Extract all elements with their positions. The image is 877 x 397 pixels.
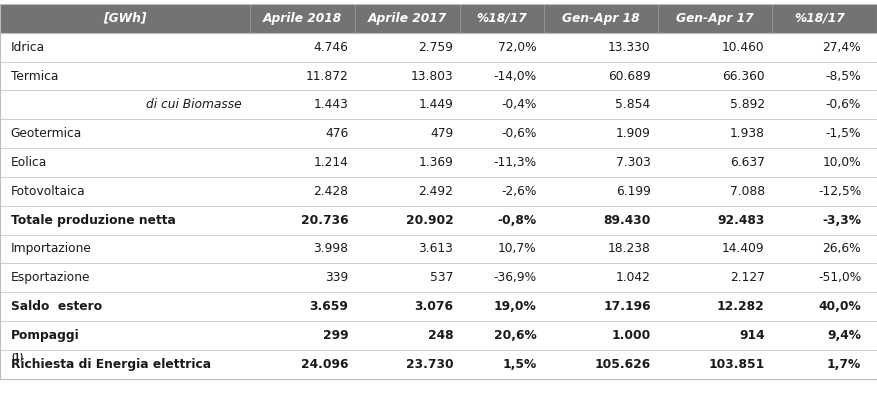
Text: 10,0%: 10,0% (823, 156, 861, 169)
Text: 60.689: 60.689 (608, 69, 651, 83)
Text: 11.872: 11.872 (305, 69, 348, 83)
Text: 6.199: 6.199 (616, 185, 651, 198)
Text: -1,5%: -1,5% (826, 127, 861, 140)
Text: -0,6%: -0,6% (502, 127, 537, 140)
Text: Richiesta di Energia elettrica: Richiesta di Energia elettrica (11, 358, 210, 371)
Text: Gen-Apr 18: Gen-Apr 18 (562, 12, 639, 25)
Text: Saldo  estero: Saldo estero (11, 300, 102, 313)
Text: 248: 248 (428, 329, 453, 342)
Text: 914: 914 (739, 329, 765, 342)
Text: 5.892: 5.892 (730, 98, 765, 111)
Text: %18/17: %18/17 (477, 12, 527, 25)
Text: 1.909: 1.909 (616, 127, 651, 140)
Text: 20.902: 20.902 (406, 214, 453, 227)
Text: 2.492: 2.492 (418, 185, 453, 198)
Text: 1.449: 1.449 (418, 98, 453, 111)
Text: 299: 299 (323, 329, 348, 342)
Text: 10,7%: 10,7% (498, 243, 537, 255)
Text: 13.330: 13.330 (608, 41, 651, 54)
Text: 1.042: 1.042 (616, 271, 651, 284)
Text: -2,6%: -2,6% (502, 185, 537, 198)
Text: 3.613: 3.613 (418, 243, 453, 255)
Text: di cui Biomasse: di cui Biomasse (146, 98, 241, 111)
Text: 5.854: 5.854 (616, 98, 651, 111)
Text: 72,0%: 72,0% (498, 41, 537, 54)
Text: -14,0%: -14,0% (494, 69, 537, 83)
Text: 3.076: 3.076 (415, 300, 453, 313)
Text: Geotermica: Geotermica (11, 127, 82, 140)
Text: 1,5%: 1,5% (503, 358, 537, 371)
Text: -3,3%: -3,3% (823, 214, 861, 227)
Bar (0, 4, 877, 33)
Text: 89.430: 89.430 (603, 214, 651, 227)
Text: Totale produzione netta: Totale produzione netta (11, 214, 175, 227)
Text: 9,4%: 9,4% (827, 329, 861, 342)
Text: 23.730: 23.730 (406, 358, 453, 371)
Text: 27,4%: 27,4% (823, 41, 861, 54)
Text: Termica: Termica (11, 69, 58, 83)
Text: Gen-Apr 17: Gen-Apr 17 (676, 12, 753, 25)
Text: Aprile 2017: Aprile 2017 (368, 12, 447, 25)
Text: 1.938: 1.938 (730, 127, 765, 140)
Text: Fotovoltaica: Fotovoltaica (11, 185, 85, 198)
Text: -11,3%: -11,3% (494, 156, 537, 169)
Text: 7.303: 7.303 (616, 156, 651, 169)
Text: 339: 339 (324, 271, 348, 284)
Text: 1.000: 1.000 (611, 329, 651, 342)
Text: 4.746: 4.746 (313, 41, 348, 54)
Text: 1.214: 1.214 (313, 156, 348, 169)
Text: -12,5%: -12,5% (818, 185, 861, 198)
Text: 24.096: 24.096 (301, 358, 348, 371)
Text: 2.428: 2.428 (313, 185, 348, 198)
Text: -36,9%: -36,9% (494, 271, 537, 284)
Text: Pompaggi: Pompaggi (11, 329, 79, 342)
Text: 1,7%: 1,7% (827, 358, 861, 371)
Text: %18/17: %18/17 (795, 12, 845, 25)
Text: 476: 476 (324, 127, 348, 140)
Text: 13.803: 13.803 (410, 69, 453, 83)
Text: Importazione: Importazione (11, 243, 91, 255)
Text: 20,6%: 20,6% (494, 329, 537, 342)
Text: 105.626: 105.626 (595, 358, 651, 371)
Text: 2.759: 2.759 (418, 41, 453, 54)
Text: 18.238: 18.238 (608, 243, 651, 255)
Text: Aprile 2018: Aprile 2018 (263, 12, 342, 25)
Text: 19,0%: 19,0% (494, 300, 537, 313)
Text: 12.282: 12.282 (717, 300, 765, 313)
Text: -0,6%: -0,6% (826, 98, 861, 111)
Text: 14.409: 14.409 (722, 243, 765, 255)
Text: 3.659: 3.659 (310, 300, 348, 313)
Text: 1.369: 1.369 (418, 156, 453, 169)
Text: 66.360: 66.360 (722, 69, 765, 83)
Text: -0,8%: -0,8% (497, 214, 537, 227)
Text: 40,0%: 40,0% (818, 300, 861, 313)
Text: -51,0%: -51,0% (818, 271, 861, 284)
Text: 103.851: 103.851 (709, 358, 765, 371)
Text: 3.998: 3.998 (313, 243, 348, 255)
Text: 17.196: 17.196 (603, 300, 651, 313)
Text: (1): (1) (11, 353, 24, 362)
Text: 6.637: 6.637 (730, 156, 765, 169)
Text: 1.443: 1.443 (313, 98, 348, 111)
Text: Idrica: Idrica (11, 41, 45, 54)
Text: Esportazione: Esportazione (11, 271, 90, 284)
Text: 479: 479 (430, 127, 453, 140)
Text: 20.736: 20.736 (301, 214, 348, 227)
Text: 26,6%: 26,6% (823, 243, 861, 255)
Text: 537: 537 (430, 271, 453, 284)
Text: -8,5%: -8,5% (825, 69, 861, 83)
Text: [GWh]: [GWh] (103, 12, 146, 25)
Text: 10.460: 10.460 (722, 41, 765, 54)
Text: -0,4%: -0,4% (502, 98, 537, 111)
Text: 2.127: 2.127 (730, 271, 765, 284)
Text: Eolica: Eolica (11, 156, 46, 169)
Text: 92.483: 92.483 (717, 214, 765, 227)
Text: 7.088: 7.088 (730, 185, 765, 198)
